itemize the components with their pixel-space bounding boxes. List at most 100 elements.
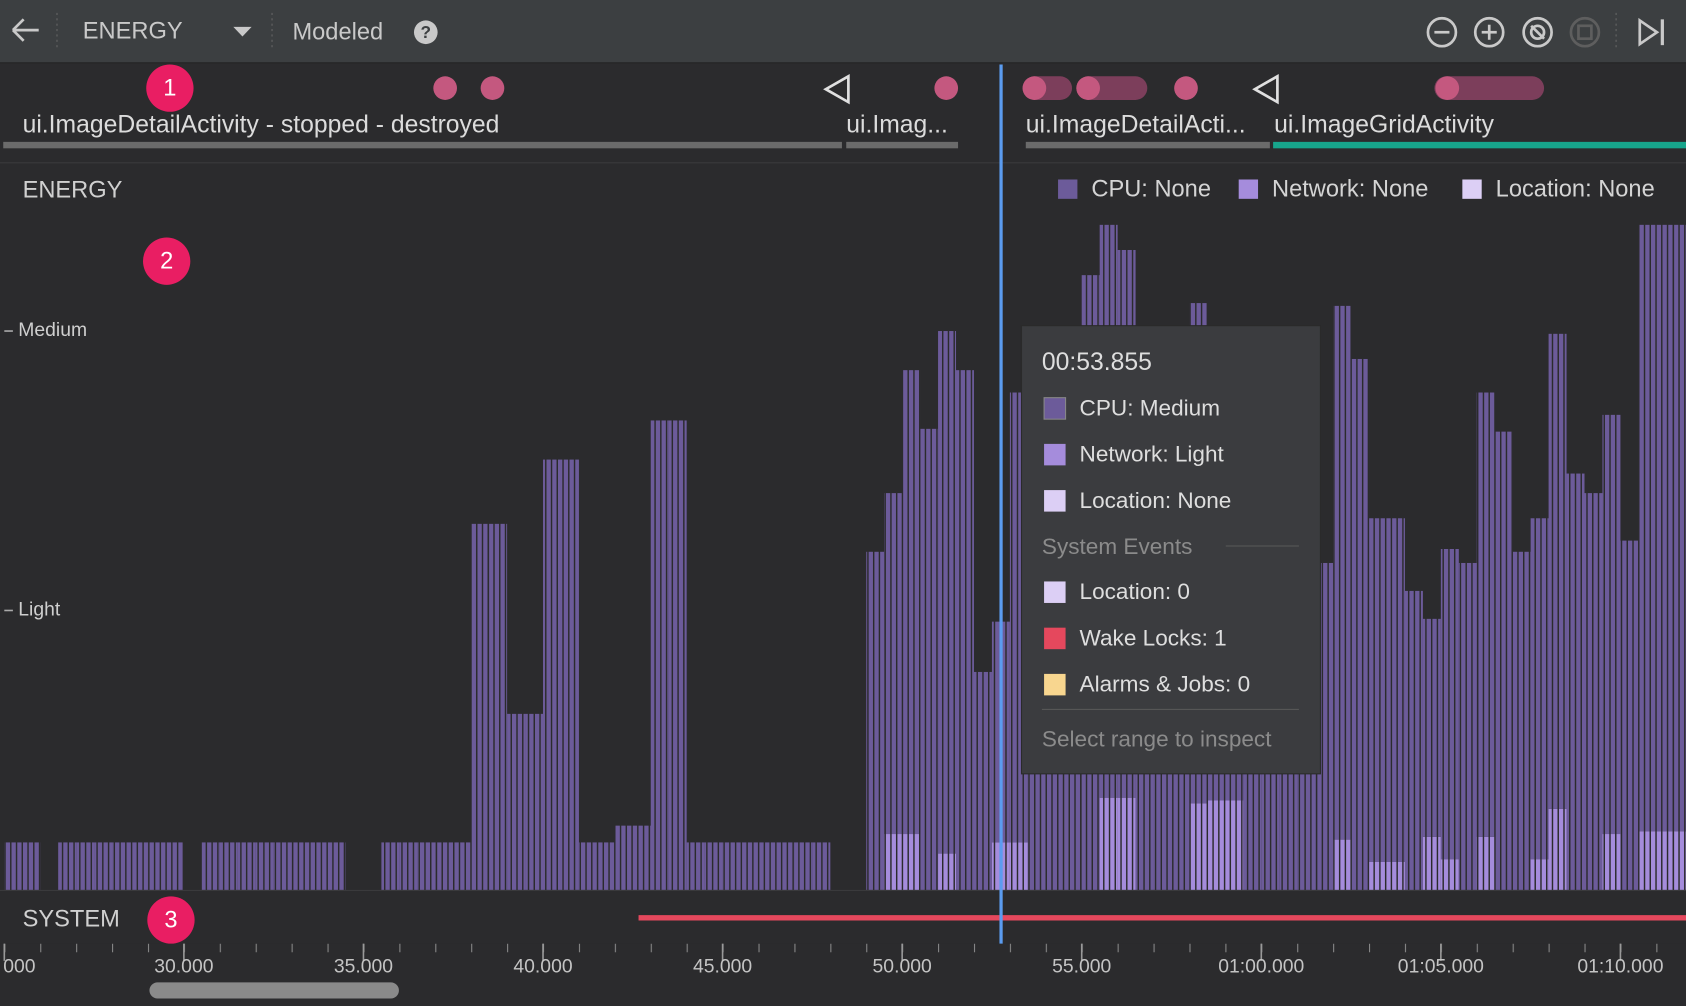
bar bbox=[650, 420, 669, 890]
back-event[interactable] bbox=[1252, 73, 1279, 105]
profiler-select[interactable]: ENERGY bbox=[83, 18, 183, 44]
bar bbox=[219, 842, 238, 890]
event-markers bbox=[433, 76, 1545, 100]
back-button[interactable] bbox=[11, 18, 39, 42]
bar bbox=[543, 459, 561, 890]
event-dot[interactable] bbox=[934, 76, 959, 100]
bar bbox=[866, 551, 885, 890]
bar bbox=[758, 842, 777, 890]
bar bbox=[1351, 358, 1370, 890]
bar bbox=[1458, 562, 1477, 890]
bar bbox=[794, 842, 813, 890]
bar bbox=[938, 331, 957, 854]
tooltip-time: 00:53.855 bbox=[1042, 349, 1152, 376]
dropdown-arrow[interactable] bbox=[233, 26, 252, 37]
zoom-out[interactable] bbox=[1426, 16, 1458, 48]
bar bbox=[1494, 431, 1513, 890]
activity-label: ui.ImageDetailActi... bbox=[1026, 111, 1246, 138]
event-dot[interactable] bbox=[433, 76, 457, 100]
bar bbox=[471, 523, 490, 890]
bar bbox=[1674, 224, 1686, 832]
bar bbox=[1620, 540, 1639, 890]
bar bbox=[1656, 831, 1675, 890]
bar bbox=[381, 842, 400, 890]
bar bbox=[399, 842, 418, 890]
activity-bar bbox=[3, 141, 842, 149]
bar bbox=[1530, 859, 1549, 890]
back-event[interactable] bbox=[823, 73, 850, 105]
bar bbox=[4, 842, 23, 890]
bar bbox=[973, 671, 992, 890]
bar bbox=[1333, 839, 1352, 890]
axis-ticks: 000 30.000 35.000 40.000 45.000 50.000 55.000 0… bbox=[3, 943, 1663, 977]
swatch bbox=[1044, 490, 1066, 512]
callout-number: 2 bbox=[160, 249, 173, 275]
event-dot[interactable] bbox=[1022, 76, 1047, 100]
bar bbox=[453, 842, 472, 890]
activity-label: ui.ImageGridActivity bbox=[1274, 111, 1494, 138]
bar bbox=[1422, 618, 1441, 837]
jump-to-live[interactable] bbox=[1638, 17, 1664, 47]
tooltip: 00:53.855 CPU: Medium Network: Light Loc… bbox=[1020, 325, 1321, 775]
bar bbox=[722, 842, 741, 890]
bar bbox=[884, 493, 903, 835]
legend-swatch bbox=[1238, 179, 1259, 199]
activity-bar bbox=[1273, 141, 1686, 149]
bar bbox=[291, 842, 310, 890]
bar bbox=[273, 842, 292, 890]
bar bbox=[560, 459, 579, 890]
bar bbox=[1530, 518, 1549, 860]
bar bbox=[417, 842, 436, 890]
tooltip-box bbox=[1020, 325, 1321, 775]
bar bbox=[956, 370, 974, 890]
x-tick-label: 01:10.000 bbox=[1577, 955, 1663, 977]
x-tick-label: 55.000 bbox=[1052, 955, 1111, 977]
bar bbox=[237, 842, 256, 890]
tooltip-row: Location: None bbox=[1080, 488, 1232, 513]
bar bbox=[1638, 831, 1657, 890]
bar bbox=[1189, 803, 1208, 890]
event-dot[interactable] bbox=[1174, 76, 1198, 100]
bar bbox=[1584, 493, 1603, 890]
x-tick-label: 45.000 bbox=[693, 955, 752, 977]
legend-swatch bbox=[1462, 179, 1482, 199]
bar bbox=[1656, 224, 1675, 832]
event-span[interactable] bbox=[1434, 76, 1545, 100]
callout-number: 1 bbox=[163, 75, 176, 101]
event-dot[interactable] bbox=[1076, 76, 1100, 100]
bar bbox=[578, 842, 597, 890]
bar bbox=[1333, 305, 1352, 840]
reset-zoom[interactable] bbox=[1522, 16, 1553, 48]
event-dot[interactable] bbox=[480, 76, 505, 100]
swatch bbox=[1044, 673, 1066, 696]
x-tick-label: 35.000 bbox=[334, 955, 393, 977]
system-title: SYSTEM bbox=[23, 906, 120, 932]
zoom-to-selection[interactable] bbox=[1569, 16, 1601, 48]
bar bbox=[1440, 549, 1459, 860]
bar bbox=[1099, 797, 1118, 890]
bar bbox=[201, 842, 220, 890]
activity-label: ui.ImageDetailActivity - stopped - destr… bbox=[23, 111, 500, 138]
bar bbox=[1369, 518, 1387, 862]
legend-swatch bbox=[1058, 179, 1078, 199]
bar bbox=[740, 842, 759, 890]
scrollbar[interactable] bbox=[149, 982, 399, 999]
help-glyph[interactable]: ? bbox=[421, 22, 432, 42]
bar bbox=[1602, 414, 1621, 835]
bar bbox=[1548, 808, 1567, 890]
event-dot[interactable] bbox=[1435, 76, 1460, 100]
bar bbox=[309, 842, 328, 890]
bar bbox=[614, 825, 633, 890]
activity-label: ui.Imag... bbox=[846, 111, 948, 138]
y-tick-label: Medium bbox=[18, 319, 87, 341]
bar bbox=[938, 853, 957, 890]
toolbar bbox=[0, 0, 1686, 63]
help-icon[interactable] bbox=[413, 20, 438, 45]
zoom-in[interactable] bbox=[1473, 16, 1505, 48]
bar bbox=[58, 842, 77, 890]
bar bbox=[147, 842, 166, 890]
bar bbox=[76, 842, 95, 890]
legend-label: CPU: None bbox=[1091, 176, 1211, 202]
bar bbox=[686, 842, 705, 890]
swatch bbox=[1043, 397, 1067, 420]
